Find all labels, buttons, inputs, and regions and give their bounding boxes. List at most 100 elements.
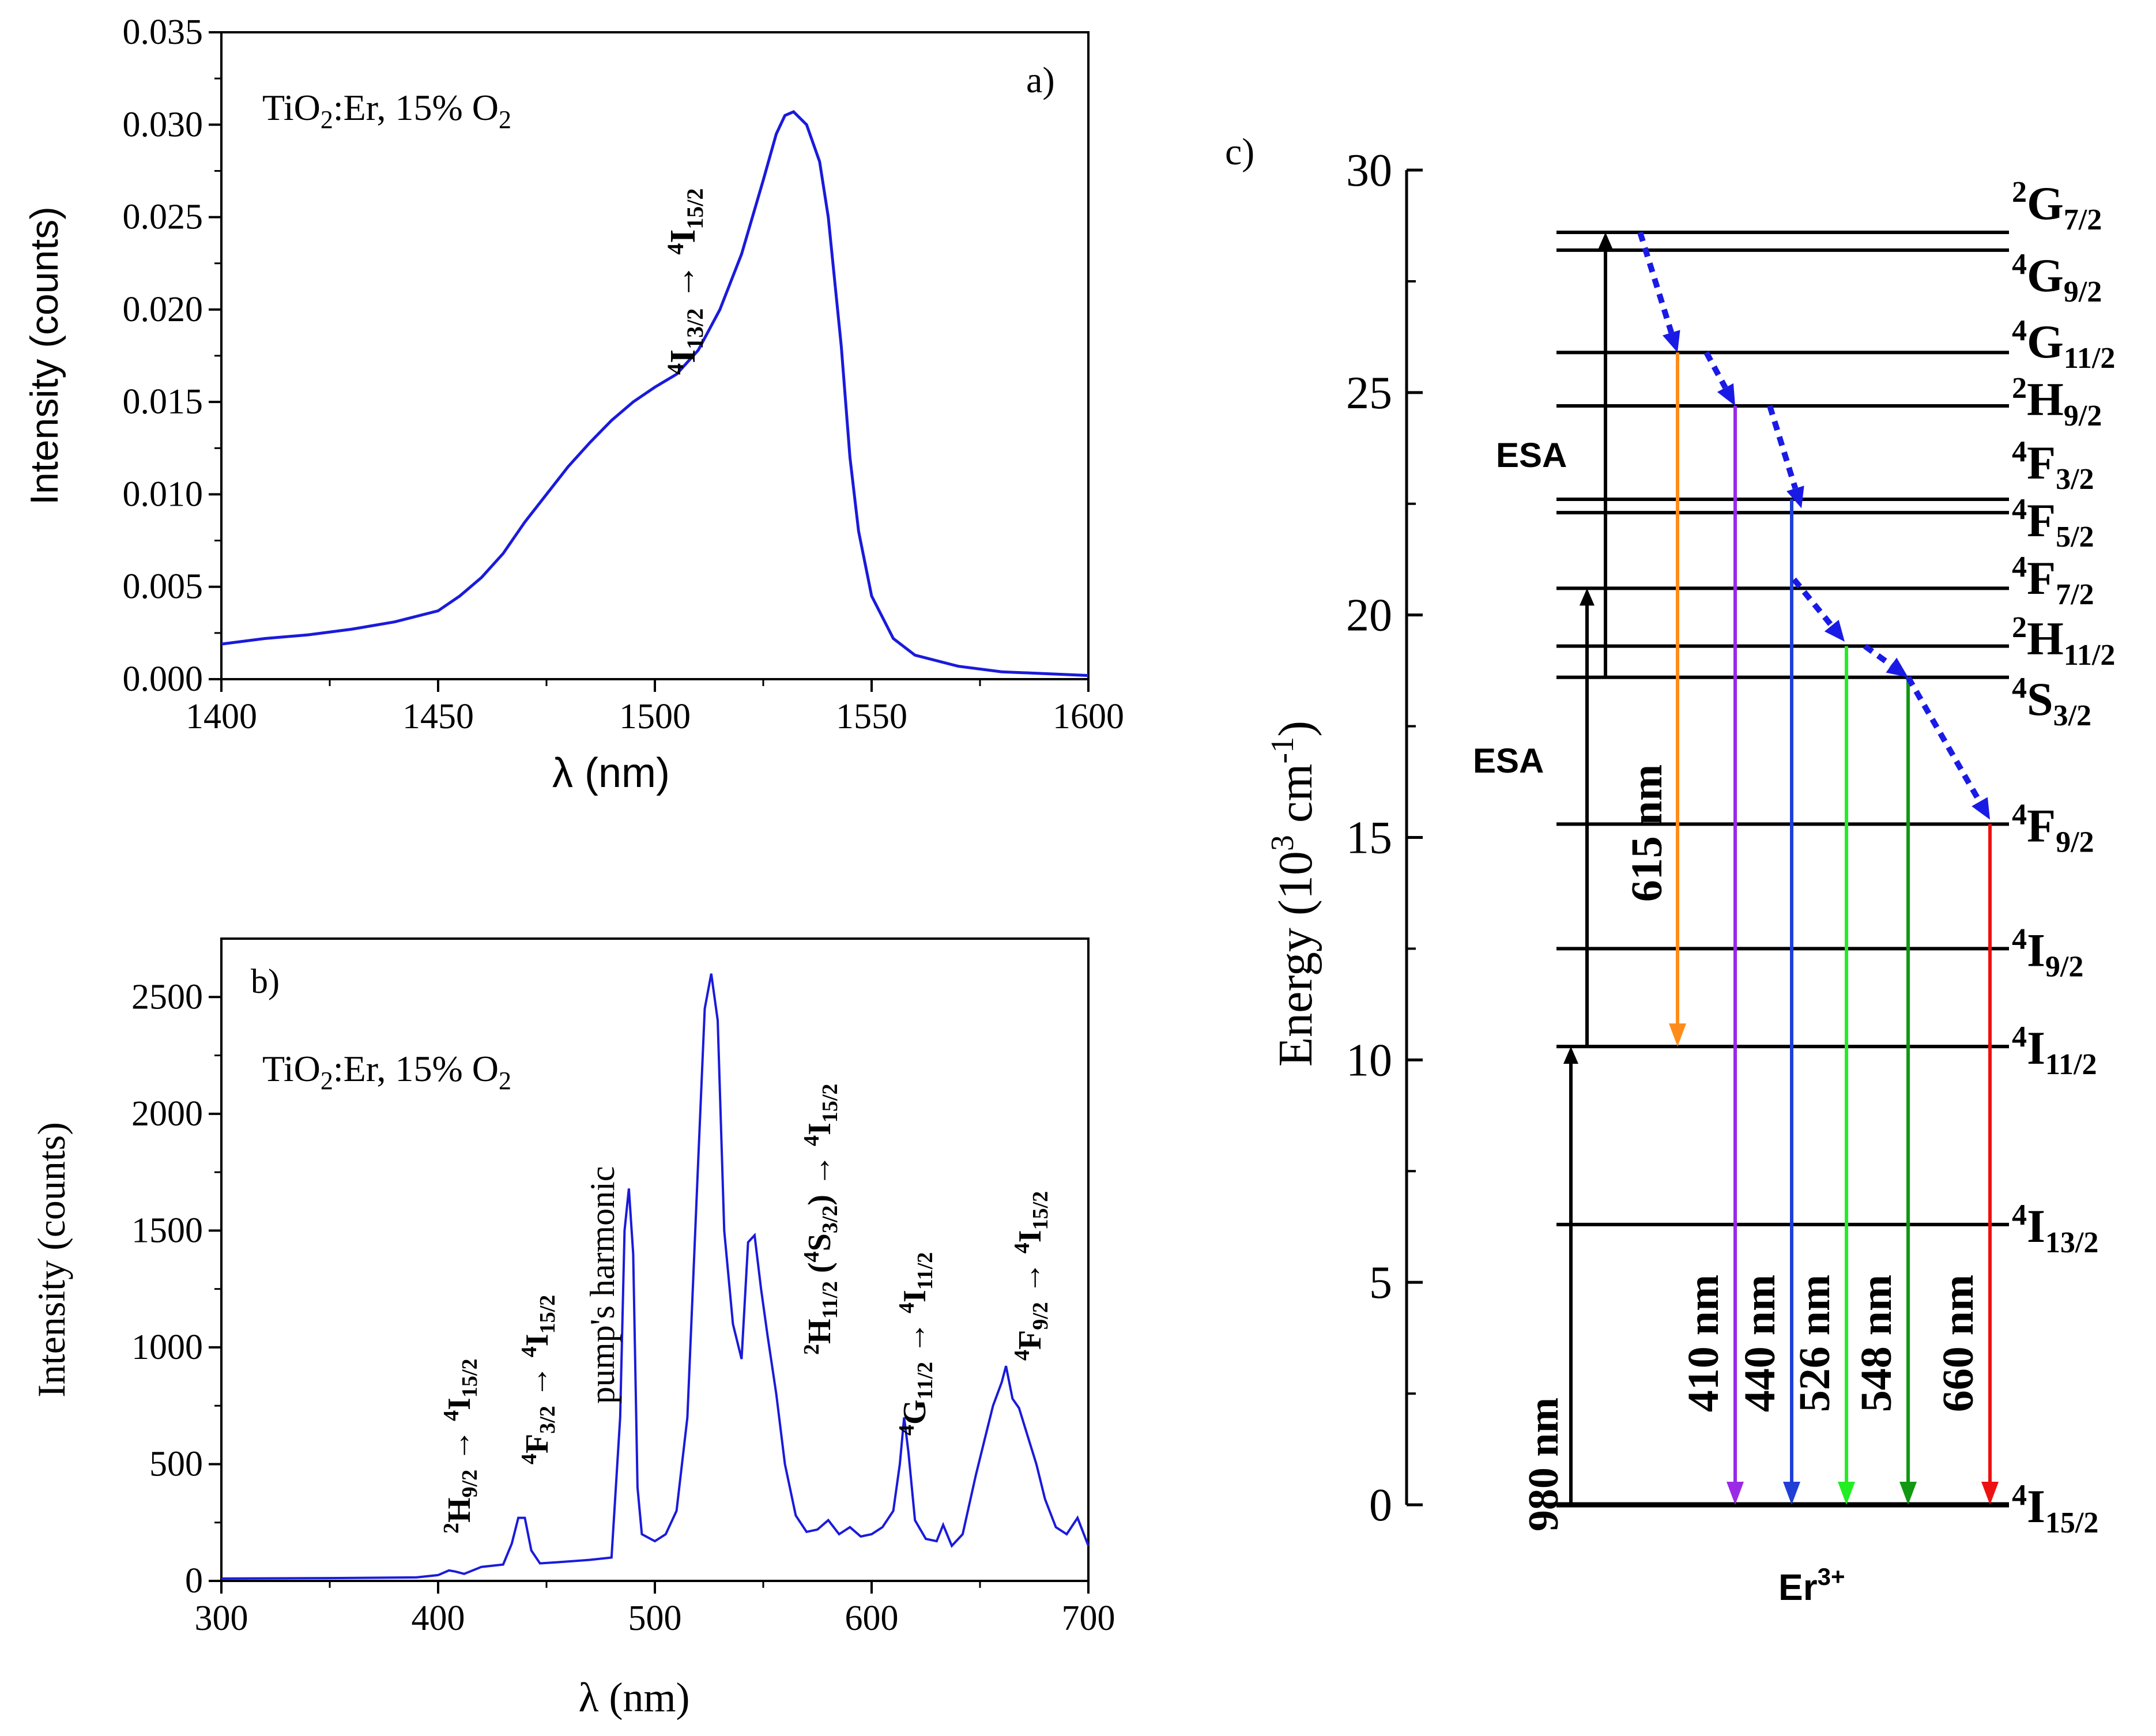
emission-wavelength-label: 526 nm [1791,1275,1839,1413]
panel-b-y-ticks: 0 500 1000 1500 2000 2500 [131,977,221,1601]
emission-arrow-head [1669,1023,1686,1047]
panel-b-annotation-4G11-4I11: 4G11/2 → 4I11/2 [895,1252,937,1436]
panel-a-x-ticks: 1400 1450 1500 1550 1600 [186,679,1124,736]
y-tick-label: 1000 [131,1328,203,1367]
nonradiative-relaxation-arrow [1863,643,1893,668]
nonradiative-arrow-head [1824,619,1845,642]
energy-level-label: 4G11/2 [2012,314,2115,375]
emission-arrow-head [1783,1482,1800,1505]
nonradiative-arrow-head [1786,485,1804,509]
x-tick-label: 1500 [619,697,691,736]
panel-b-sample-label: TiO2:Er, 15% O2 [262,1048,511,1095]
y-tick-label: 0.010 [123,475,203,514]
panel-c-energy-levels [1556,231,2009,1508]
nonradiative-arrow-head [1663,330,1680,353]
nonradiative-relaxation-arrow [1905,676,1982,803]
panel-c-nonradiative-arrows [1637,231,1990,820]
panel-b-annotation-pump-harmonic: pump's harmonic [583,1166,621,1404]
panel-c-pump-label: 980 nm [1520,1398,1567,1531]
x-tick-label: 1550 [836,697,907,736]
panel-c-level-labels: 4I15/24I13/24I11/24I9/24F9/24S3/22H11/24… [2012,176,2115,1539]
y-tick-label: 0.020 [123,290,203,329]
panel-a-spectrum-line [221,110,1089,677]
panel-c-transition-arrows [1563,232,1999,1505]
emission-wavelength-label: 660 nm [1934,1275,1982,1413]
esa-arrow-lower-head [1580,588,1595,606]
panel-b-x-ticks: 300 400 500 600 700 [195,1581,1115,1638]
panel-b-ylabel: Intensity (counts) [29,1122,73,1398]
panel-a-ylabel: Intensity (counts) [22,206,66,505]
x-tick-label: 600 [845,1599,899,1638]
panel-c-emission-labels: 615 nm 410 nm 440 nm 526 nm 548 nm 660 nm [1623,765,1982,1413]
nonradiative-relaxation-arrow [1637,231,1675,334]
panel-b-annotation-4F9-4I15: 4F9/2 → 4I15/2 [1010,1191,1053,1361]
panel-c-y-ticks: 0 5 10 15 20 25 30 [1346,145,1423,1531]
x-tick-label: 700 [1062,1599,1115,1638]
panel-b: 0 500 1000 1500 2000 2500 300 400 500 600 700 λ (… [29,937,1115,1720]
x-tick-label: 500 [628,1599,682,1638]
y-tick-label: 10 [1346,1035,1392,1086]
panel-a-xlabel: λ (nm) [552,750,670,796]
x-tick-label: 1600 [1053,697,1124,736]
panel-a-sample-label: TiO2:Er, 15% O2 [262,87,511,134]
emission-wavelength-label: 548 nm [1852,1275,1901,1413]
panel-b-label: b) [251,962,280,1000]
esa-arrow-upper-head [1598,232,1613,250]
panel-a-label: a) [1026,59,1055,100]
y-tick-label: 500 [149,1444,203,1483]
panel-a-frame [220,31,1090,680]
energy-level-label: 4F9/2 [2012,798,2094,858]
emission-wavelength-label: 615 nm [1623,765,1671,902]
panel-b-annotation-2H9-4I15: 2H9/2 → 4I15/2 [439,1359,482,1534]
panel-b-frame [220,937,1090,1582]
y-tick-label: 0.005 [123,567,203,607]
y-tick-label: 0 [1369,1480,1392,1531]
energy-level-label: 4I9/2 [2012,922,2083,983]
panel-a-y-ticks: 0.000 0.005 0.010 0.015 0.020 0.025 0.030 0.035 [123,13,221,699]
energy-level-label: 4I13/2 [2012,1199,2098,1259]
energy-level-label: 4F7/2 [2012,551,2094,611]
nonradiative-relaxation-arrow [1767,405,1799,489]
panel-b-annotation-4F3-4I15: 4F3/2 → 4I15/2 [517,1295,560,1464]
y-tick-label: 2000 [131,1094,203,1134]
y-tick-label: 0.015 [123,382,203,421]
pump-980nm-arrow-head [1563,1046,1578,1064]
y-tick-label: 0.030 [123,105,203,144]
energy-level-label: 4G9/2 [2012,248,2102,308]
nonradiative-relaxation-arrow [1792,577,1834,628]
y-tick-label: 0.035 [123,13,203,52]
emission-wavelength-label: 440 nm [1736,1275,1784,1413]
panel-c-esa-label-lower: ESA [1473,741,1544,780]
x-tick-label: 300 [195,1599,248,1638]
energy-level-label: 2H9/2 [2012,372,2102,432]
panel-b-xlabel: λ (nm) [579,1674,690,1720]
emission-arrow-head [1899,1482,1917,1505]
panel-b-annotation-2H11-4I15: 2H11/2 (4S3/2) → 4I15/2 [800,1084,842,1355]
energy-level-label: 4I15/2 [2012,1479,2098,1539]
energy-level-label: 2G7/2 [2012,176,2102,236]
emission-arrow-head [1838,1482,1855,1505]
panel-b-spectrum-line [221,973,1090,1580]
y-tick-label: 0 [185,1561,203,1601]
y-tick-label: 0.000 [123,660,203,699]
energy-level-label: 4F3/2 [2012,435,2094,496]
panel-c-label: c) [1225,131,1254,173]
emission-arrow-head [1727,1482,1744,1505]
x-tick-label: 400 [412,1599,465,1638]
nonradiative-arrow-head [1717,383,1735,406]
y-tick-label: 0.025 [123,198,203,237]
panel-c-ylabel: Energy (103 cm-1) [1265,721,1322,1067]
panel-c: c) 0 5 10 15 20 25 30 Energy (103 cm-1) 4I15/2… [1225,131,2115,1608]
y-tick-label: 30 [1346,145,1392,196]
nonradiative-arrow-head [1886,657,1908,677]
energy-level-label: 4F5/2 [2012,493,2094,553]
y-tick-label: 2500 [131,977,203,1016]
x-tick-label: 1450 [402,697,474,736]
y-tick-label: 20 [1346,590,1392,641]
panel-a: 0.000 0.005 0.010 0.015 0.020 0.025 0.030 0.035… [22,13,1124,796]
x-tick-label: 1400 [186,697,257,736]
energy-level-label: 2H11/2 [2012,611,2115,672]
y-tick-label: 15 [1346,813,1392,864]
emission-wavelength-label: 410 nm [1679,1275,1728,1413]
